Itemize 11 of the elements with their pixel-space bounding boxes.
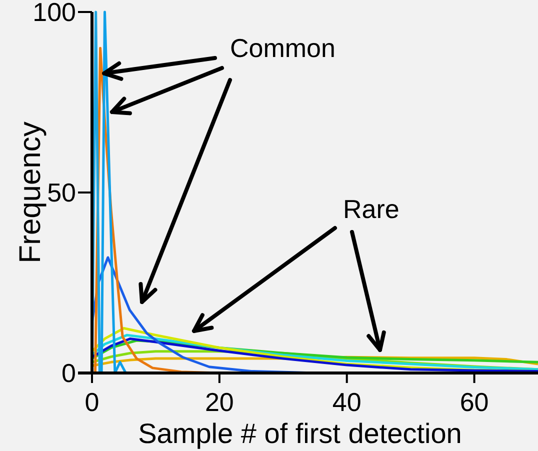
y-axis-title: Frequency — [14, 122, 47, 264]
annotation: Rare — [343, 194, 400, 224]
x-tick-label: 40 — [332, 387, 362, 417]
annotation: Common — [230, 33, 336, 63]
x-axis-title: Sample # of first detection — [138, 418, 462, 449]
x-tick-label: 0 — [84, 387, 100, 417]
y-tick-label: 50 — [47, 178, 76, 208]
x-tick-label: 60 — [460, 387, 489, 417]
y-tick-label: 0 — [62, 358, 76, 388]
x-tick-label: 20 — [204, 387, 234, 417]
y-tick-label: 100 — [32, 0, 76, 28]
